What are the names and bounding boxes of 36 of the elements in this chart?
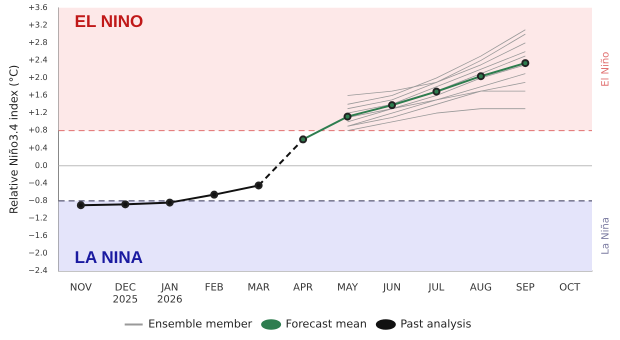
legend-label: Past analysis [400,317,472,330]
x-tick-label: FEB [204,282,224,294]
y-tick-label: −0.4 [28,178,48,188]
x-tick-label: MAR [247,282,270,294]
y-tick-label: +3.6 [28,2,48,12]
y-tick-label: +1.2 [28,108,48,118]
x-tick-label: JUN [382,282,401,294]
y-tick-label: +0.8 [28,126,48,135]
x-tick-label: NOV [70,282,92,294]
y-tick-label: −1.2 [28,213,48,222]
y-tick-label: 0.0 [34,160,48,170]
x-tick-label: JAN 2026 [157,282,182,306]
x-tick-label: OCT [559,282,582,294]
legend-label: Ensemble member [148,317,253,330]
legend-label: Forecast mean [286,317,367,330]
x-tick-label: APR [293,282,314,294]
band-label: El Niño [600,52,612,87]
y-tick-label: −1.6 [28,230,48,240]
x-tick-label: AUG [470,282,492,294]
x-tick-label: JUL [428,282,445,294]
annotation: EL NINO [74,12,144,31]
y-tick-label: +3.2 [28,20,48,30]
band-label: La Niña [600,217,612,255]
y-tick-label: −0.8 [28,196,48,205]
annotation: LA NINA [74,248,143,268]
y-tick-label: +0.4 [28,143,48,152]
y-tick-label: +2.8 [28,38,48,47]
x-tick-label: MAY [337,282,359,294]
y-tick-label: +2.0 [28,73,48,82]
y-tick-label: −2.4 [28,266,48,276]
y-tick-label: +2.4 [28,56,48,65]
y-tick-label: −2.0 [28,248,48,258]
y-axis-title: Relative Niño3.4 index (°C) [7,64,20,214]
x-tick-label: SEP [516,282,535,294]
y-tick-label: +1.6 [28,90,48,100]
x-tick-label: DEC 2025 [112,282,138,306]
